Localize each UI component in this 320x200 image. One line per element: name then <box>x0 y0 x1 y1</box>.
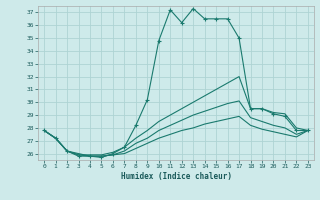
X-axis label: Humidex (Indice chaleur): Humidex (Indice chaleur) <box>121 172 231 181</box>
